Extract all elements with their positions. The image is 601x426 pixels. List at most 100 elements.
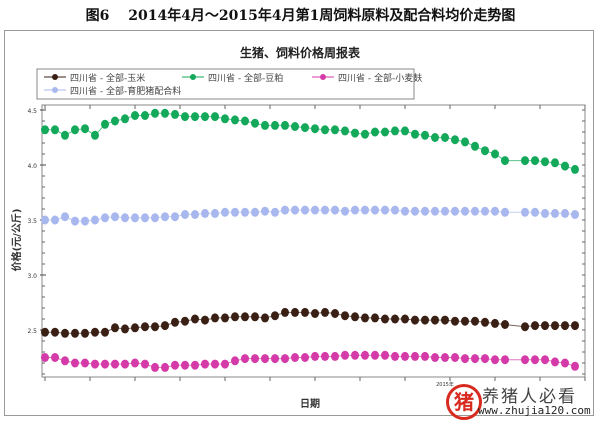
data-point (501, 320, 509, 329)
data-point (441, 133, 449, 142)
data-point (231, 356, 239, 366)
data-point (461, 316, 469, 326)
data-point (91, 130, 99, 140)
data-point (201, 315, 209, 325)
data-point (161, 212, 169, 222)
y-tick-label: 3.5 (27, 218, 37, 225)
data-point (421, 206, 429, 216)
data-point (61, 130, 69, 140)
data-point (311, 124, 319, 134)
data-point (241, 207, 249, 217)
y-tick-label: 2.5 (27, 328, 37, 335)
data-point (151, 213, 159, 223)
data-point (91, 327, 99, 337)
data-point (501, 207, 509, 217)
figure-title: 图6 2014年4月～2015年4月第1周饲料原料及配合料均价走势图 (85, 8, 516, 24)
data-point (441, 206, 449, 216)
data-point (571, 164, 579, 174)
data-point (491, 149, 499, 159)
data-point (271, 354, 279, 364)
legend-label: 四川省 - 全部-玉米 (70, 72, 145, 84)
data-point (541, 355, 549, 365)
data-point (41, 215, 49, 225)
legend-label: 四川省 - 全部-豆粕 (208, 72, 283, 84)
legend-marker (52, 74, 58, 80)
data-point (51, 327, 59, 337)
data-point (221, 359, 229, 369)
data-point (301, 205, 309, 215)
x-tick-label: 2015年 (436, 381, 454, 388)
data-point (41, 327, 49, 337)
data-point (561, 208, 569, 218)
data-point (181, 316, 189, 326)
data-point (571, 361, 579, 371)
data-point (411, 351, 419, 361)
data-point (321, 351, 329, 361)
data-point (171, 109, 179, 119)
data-point (371, 313, 379, 323)
data-point (571, 321, 579, 331)
data-point (221, 114, 229, 124)
chart-frame (4, 30, 594, 416)
data-point (241, 312, 249, 322)
data-point (71, 216, 79, 226)
legend-label: 四川省 - 全部-育肥猪配合料 (70, 85, 181, 97)
data-point (491, 206, 499, 216)
data-point (351, 312, 359, 322)
data-point (451, 353, 459, 362)
data-point (141, 359, 149, 369)
data-point (71, 125, 79, 135)
data-point (351, 205, 359, 215)
data-point (281, 307, 289, 317)
data-point (241, 116, 249, 126)
data-point (281, 120, 289, 130)
data-point (381, 205, 389, 215)
data-point (321, 307, 329, 317)
data-point (431, 206, 439, 216)
data-point (341, 350, 349, 360)
data-point (411, 206, 419, 216)
data-point (101, 213, 109, 223)
legend-box (36, 68, 415, 100)
data-point (81, 328, 89, 338)
data-point (191, 210, 199, 219)
data-point (341, 311, 349, 321)
data-point (151, 108, 159, 118)
data-point (481, 146, 489, 156)
data-point (521, 322, 529, 332)
data-point (491, 355, 499, 365)
data-point (551, 158, 559, 168)
data-point (161, 108, 169, 118)
data-point (461, 354, 469, 364)
data-point (281, 354, 289, 364)
data-point (281, 205, 289, 215)
data-point (61, 212, 69, 222)
data-point (351, 350, 359, 360)
data-point (121, 213, 129, 223)
data-point (411, 315, 419, 325)
data-point (441, 315, 449, 325)
data-point (121, 359, 129, 369)
data-point (181, 210, 189, 219)
data-point (41, 353, 49, 362)
data-point (371, 127, 379, 137)
data-point (181, 112, 189, 122)
data-point (71, 358, 79, 368)
data-point (421, 351, 429, 361)
data-point (201, 112, 209, 122)
data-point (411, 129, 419, 139)
data-point (501, 355, 509, 365)
data-point (371, 205, 379, 215)
data-point (471, 316, 479, 326)
data-point (261, 354, 269, 364)
data-point (231, 312, 239, 322)
data-point (291, 353, 299, 362)
data-point (81, 124, 89, 134)
data-point (551, 321, 559, 331)
watermark-text: 养猪人必看 (482, 387, 577, 407)
data-point (211, 208, 219, 218)
data-point (261, 120, 269, 130)
data-point (311, 351, 319, 361)
data-point (461, 206, 469, 216)
